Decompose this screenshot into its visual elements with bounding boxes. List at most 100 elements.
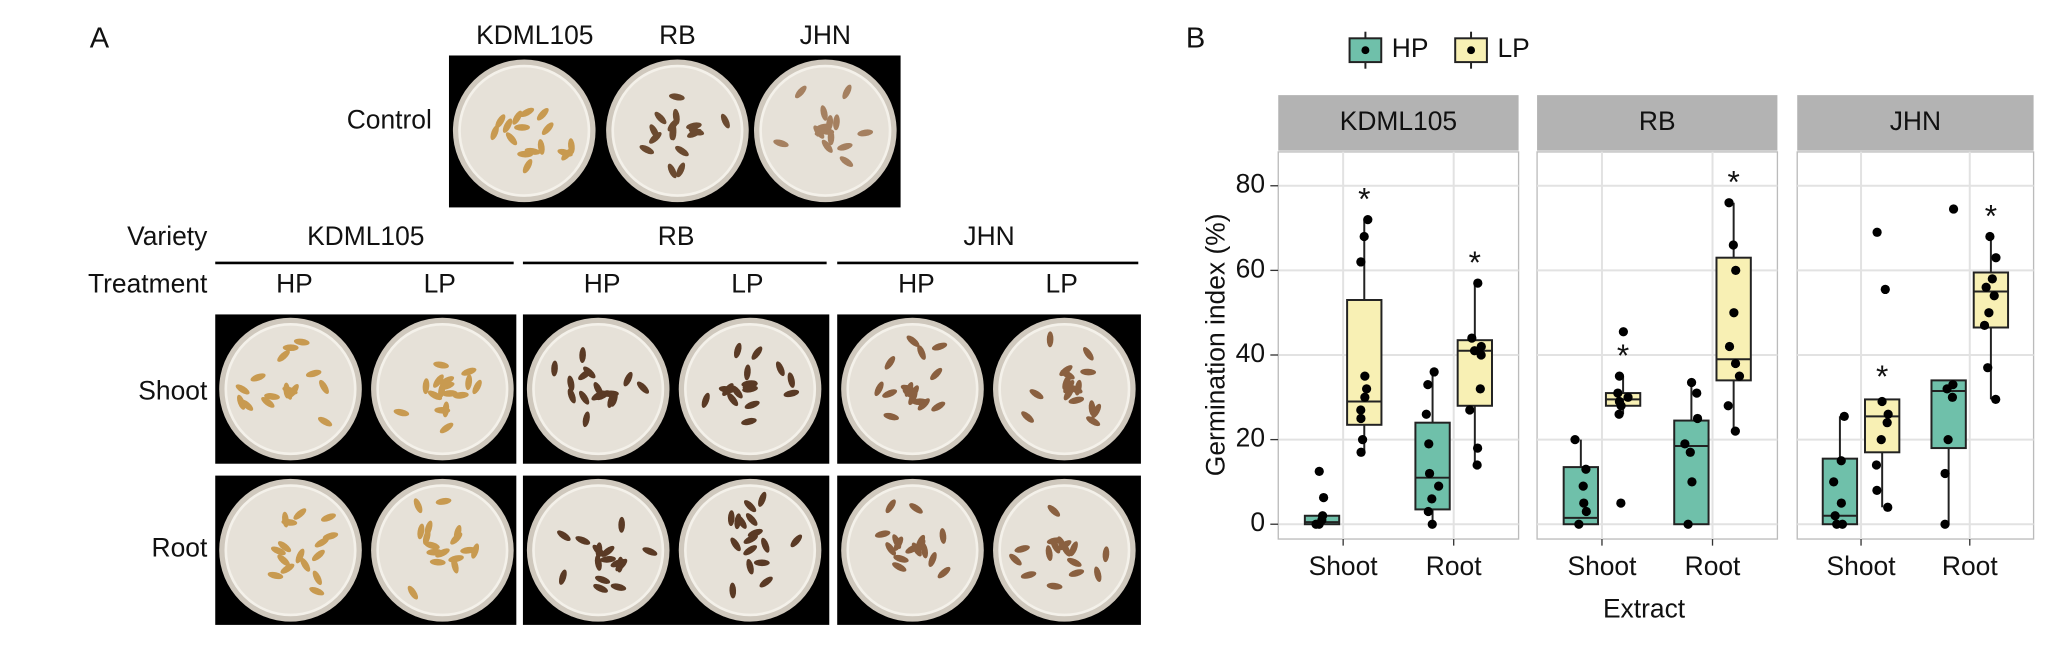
control-variety-label: KDML105 [476, 20, 593, 50]
seed [1046, 537, 1063, 545]
seed [751, 346, 763, 360]
point [1830, 511, 1840, 521]
seed [407, 585, 419, 600]
significance: * [1985, 197, 1997, 233]
treatment-label: HP [898, 268, 935, 298]
point [1359, 231, 1369, 242]
variety-label: RB [658, 221, 695, 251]
seed [892, 562, 907, 572]
x-tick-label: Shoot [1309, 551, 1379, 581]
point [1723, 401, 1733, 411]
treatment-label: LP [424, 268, 456, 298]
seed [267, 571, 284, 580]
point [1613, 388, 1623, 398]
seed [595, 390, 611, 401]
seed [610, 583, 627, 591]
point [1991, 253, 2001, 263]
seed [833, 114, 840, 131]
seed [270, 546, 286, 556]
seed [753, 559, 770, 567]
seed [733, 342, 742, 359]
seed [930, 367, 943, 381]
point [1581, 464, 1591, 474]
seed [734, 513, 742, 530]
seed [607, 392, 616, 408]
seed [787, 372, 795, 388]
seed [240, 399, 254, 411]
seed [917, 345, 926, 360]
seed [235, 384, 250, 395]
seed [426, 548, 443, 556]
variety-label: JHN [963, 221, 1014, 251]
seed [672, 108, 680, 125]
seed [1057, 540, 1072, 551]
header-label: Variety [127, 221, 208, 251]
seed [931, 342, 948, 351]
point [1361, 384, 1372, 394]
treatment-label: HP [584, 268, 621, 298]
seed [759, 576, 773, 588]
point [1692, 413, 1703, 424]
point [1423, 379, 1433, 390]
seed [727, 510, 735, 527]
seed [283, 382, 291, 399]
seed [261, 396, 275, 408]
y-axis-label: Germination index (%) [1200, 213, 1230, 476]
seed [311, 549, 325, 562]
seed [427, 390, 443, 401]
y-tick-label: 0 [1250, 507, 1265, 537]
seed [783, 389, 800, 398]
seed [931, 401, 946, 412]
seed [433, 374, 444, 388]
seed [583, 366, 596, 379]
y-tick-label: 60 [1236, 253, 1265, 283]
point [1314, 466, 1324, 476]
seed [309, 586, 325, 596]
seed [839, 156, 854, 167]
seed [320, 513, 336, 522]
seed [522, 159, 533, 174]
seed [616, 556, 624, 573]
x-tick-label: Root [1426, 551, 1482, 581]
point [1837, 519, 1848, 529]
seed [567, 375, 575, 392]
y-tick-label: 20 [1236, 423, 1265, 453]
seed [939, 528, 947, 544]
seed [686, 122, 702, 130]
x-axis-label: Extract [1603, 593, 1686, 623]
seed [305, 369, 322, 378]
seed [1083, 347, 1094, 361]
seed [250, 373, 266, 382]
point [1724, 341, 1735, 352]
row-label: Shoot [138, 375, 208, 405]
point [1356, 405, 1366, 415]
seed [814, 123, 830, 132]
seed [524, 147, 541, 155]
facet-strip [1278, 95, 1519, 151]
seed [433, 361, 449, 369]
significance: * [1876, 358, 1888, 394]
point [1469, 346, 1480, 356]
seed [720, 113, 730, 129]
point [1987, 274, 1997, 284]
seed [1069, 541, 1078, 557]
seed [264, 393, 280, 400]
point [1476, 350, 1486, 360]
significance: * [1727, 164, 1739, 200]
point [1940, 468, 1950, 479]
seed [280, 563, 295, 574]
header-label: Treatment [88, 268, 208, 298]
seed [317, 416, 333, 427]
point [1730, 426, 1740, 436]
seed [743, 500, 757, 513]
seed [441, 390, 458, 397]
seed [761, 537, 770, 553]
point [1981, 282, 1991, 292]
seed [906, 335, 920, 347]
seed [882, 389, 898, 398]
seed [557, 530, 571, 541]
petri-dish-inner [458, 64, 591, 197]
point [1948, 204, 1959, 214]
